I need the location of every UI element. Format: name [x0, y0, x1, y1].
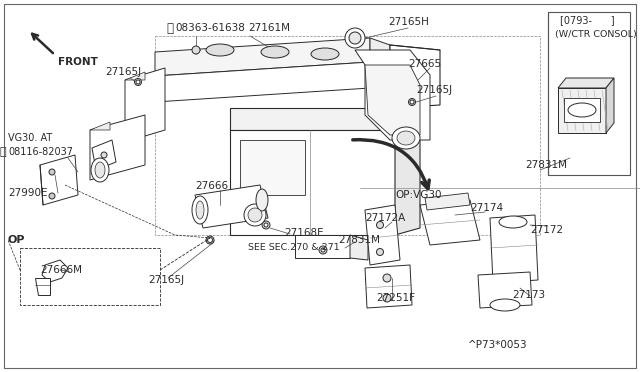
Circle shape [321, 248, 325, 252]
Polygon shape [365, 265, 412, 308]
Circle shape [101, 152, 107, 158]
Ellipse shape [95, 162, 105, 178]
Ellipse shape [91, 158, 109, 182]
Circle shape [207, 237, 212, 243]
Polygon shape [355, 50, 430, 140]
Circle shape [410, 100, 414, 104]
Polygon shape [92, 140, 116, 170]
Ellipse shape [568, 103, 596, 117]
Polygon shape [390, 45, 440, 108]
Ellipse shape [248, 208, 262, 222]
Ellipse shape [206, 44, 234, 56]
Polygon shape [425, 193, 470, 210]
Circle shape [101, 162, 107, 168]
Ellipse shape [196, 201, 204, 219]
Circle shape [319, 246, 327, 254]
Polygon shape [478, 272, 532, 308]
Ellipse shape [490, 299, 520, 311]
Ellipse shape [192, 196, 208, 224]
Circle shape [136, 80, 140, 84]
Circle shape [49, 193, 55, 199]
Text: [0793-      ]: [0793- ] [560, 15, 614, 25]
Text: (W/CTR CONSOL): (W/CTR CONSOL) [555, 29, 637, 38]
Polygon shape [35, 278, 50, 295]
Text: 27172: 27172 [530, 225, 563, 235]
Circle shape [206, 236, 214, 244]
Ellipse shape [311, 48, 339, 60]
Text: 27174: 27174 [470, 203, 503, 213]
Text: 27665: 27665 [408, 59, 441, 69]
Text: 27173: 27173 [512, 290, 545, 300]
Ellipse shape [261, 46, 289, 58]
Text: 27161M: 27161M [248, 23, 290, 33]
Polygon shape [230, 130, 395, 235]
Text: 27666: 27666 [195, 181, 228, 191]
Circle shape [264, 223, 268, 227]
Polygon shape [558, 88, 606, 133]
Text: Ⓢ: Ⓢ [166, 22, 173, 35]
Text: 27666M: 27666M [40, 265, 82, 275]
Text: 27165J: 27165J [148, 275, 184, 285]
Text: OP: OP [8, 235, 26, 245]
Circle shape [134, 78, 141, 86]
Text: 08116-82037: 08116-82037 [8, 147, 73, 157]
Text: 27165J: 27165J [105, 67, 141, 77]
Text: 27165J: 27165J [416, 85, 452, 95]
Bar [548, 12, 630, 175]
Polygon shape [125, 72, 145, 80]
Polygon shape [125, 68, 165, 142]
Ellipse shape [244, 204, 266, 226]
Polygon shape [40, 155, 78, 205]
Polygon shape [155, 38, 370, 76]
Polygon shape [564, 98, 600, 122]
Text: 08363-61638: 08363-61638 [175, 23, 245, 33]
Ellipse shape [397, 131, 415, 145]
Text: 27831M: 27831M [338, 235, 380, 245]
Polygon shape [350, 235, 368, 260]
Circle shape [262, 221, 270, 229]
Text: SEE SEC.270 & 271: SEE SEC.270 & 271 [248, 244, 340, 253]
Circle shape [383, 294, 391, 302]
Text: Ⓑ: Ⓑ [0, 147, 6, 157]
Text: ^P73*0053: ^P73*0053 [468, 340, 527, 350]
Circle shape [349, 32, 361, 44]
Polygon shape [365, 205, 400, 265]
Text: 27990E: 27990E [8, 188, 47, 198]
Text: 27168E: 27168E [284, 228, 324, 238]
Text: 27165H: 27165H [388, 17, 429, 27]
FancyArrowPatch shape [353, 140, 429, 189]
Ellipse shape [256, 189, 268, 211]
Polygon shape [240, 140, 305, 195]
Text: 27172A: 27172A [365, 213, 405, 223]
Polygon shape [90, 115, 145, 180]
Polygon shape [230, 108, 395, 130]
Circle shape [345, 28, 365, 48]
Text: FRONT: FRONT [58, 57, 98, 67]
Polygon shape [395, 108, 420, 115]
Ellipse shape [499, 216, 527, 228]
Text: VG30. AT: VG30. AT [8, 133, 52, 143]
Circle shape [408, 99, 415, 106]
Circle shape [192, 46, 200, 54]
Circle shape [49, 169, 55, 175]
Circle shape [383, 274, 391, 282]
Polygon shape [42, 260, 68, 282]
Polygon shape [90, 122, 110, 130]
Circle shape [376, 221, 383, 228]
Circle shape [376, 248, 383, 256]
Polygon shape [155, 62, 370, 102]
Polygon shape [420, 200, 480, 245]
Text: OP:VG30: OP:VG30 [395, 190, 442, 200]
Ellipse shape [392, 127, 420, 149]
Text: 27831M: 27831M [525, 160, 567, 170]
Polygon shape [606, 78, 614, 133]
Polygon shape [365, 65, 420, 135]
Polygon shape [395, 108, 420, 235]
Polygon shape [295, 235, 350, 258]
Polygon shape [558, 78, 614, 88]
Polygon shape [195, 185, 268, 228]
Polygon shape [490, 215, 538, 283]
Text: 27251F: 27251F [376, 293, 415, 303]
Polygon shape [370, 38, 390, 88]
